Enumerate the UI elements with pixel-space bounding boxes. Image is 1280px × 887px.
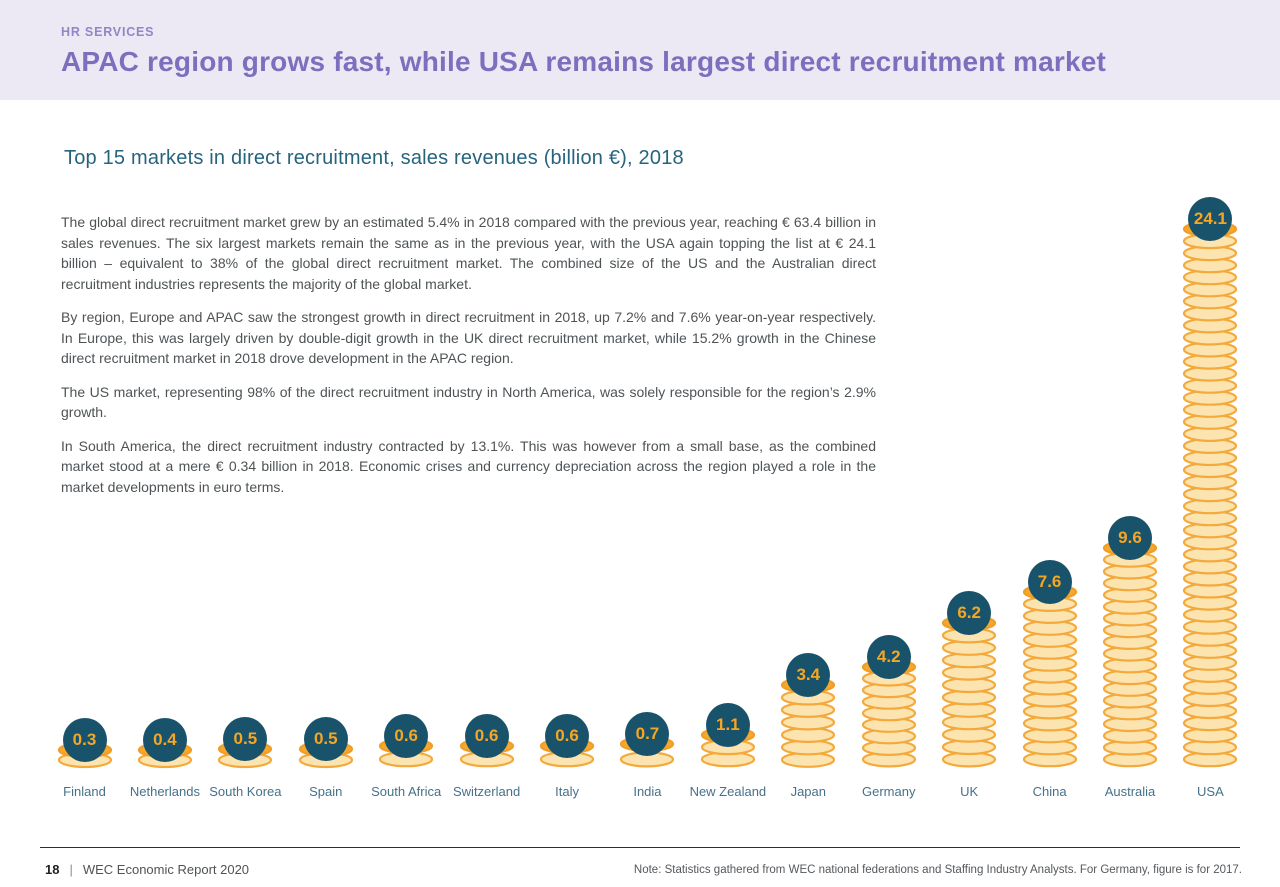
chart-column-australia: 9.6 Australia — [1090, 516, 1169, 799]
chart-column-finland: 0.3 Finland — [45, 718, 124, 799]
chart-column-spain: 0.5 Spain — [286, 717, 365, 799]
country-label: South Africa — [371, 784, 442, 799]
coin-chart: 0.3 Finland 0.4 Netherlands 0.5 South Korea 0.… — [45, 197, 1250, 799]
chart-column-south-korea: 0.5 South Korea — [206, 717, 285, 799]
value-badge: 4.2 — [866, 635, 911, 679]
country-label: Australia — [1104, 784, 1156, 799]
value-badge: 0.4 — [142, 718, 187, 762]
footer-left: 18 | WEC Economic Report 2020 — [45, 862, 249, 877]
value-badge: 0.3 — [62, 718, 107, 762]
coin-stack — [1102, 539, 1158, 768]
country-label: South Korea — [209, 784, 282, 799]
paragraph-3: The US market, representing 98% of the d… — [61, 383, 876, 421]
page-number: 18 — [45, 862, 60, 877]
body-copy: The global direct recruitment market gre… — [61, 212, 876, 510]
footer-divider — [40, 847, 1240, 848]
country-label: Finland — [63, 784, 106, 799]
footer-separator: | — [69, 862, 73, 877]
value-badge: 9.6 — [1107, 516, 1152, 560]
value-badge: 0.6 — [464, 714, 509, 758]
value-badge: 0.6 — [384, 714, 429, 758]
value-badge: 0.5 — [303, 717, 348, 761]
coin-stack — [1183, 220, 1238, 768]
country-label: Italy — [555, 784, 579, 799]
chart-column-usa: 24.1 USA — [1171, 197, 1250, 799]
paragraph-1: The global direct recruitment market gre… — [61, 214, 876, 292]
chart-column-south-africa: 0.6 South Africa — [367, 714, 446, 799]
coin-stack — [1022, 583, 1077, 768]
country-label: Japan — [790, 784, 826, 799]
country-label: Netherlands — [129, 784, 200, 799]
paragraph-4: In South America, the direct recruitment… — [61, 437, 876, 495]
value-badge: 1.1 — [705, 703, 750, 747]
section-eyebrow: HR SERVICES — [61, 25, 155, 39]
country-label: Germany — [861, 784, 916, 799]
country-label: New Zealand — [689, 784, 767, 799]
value-badge: 7.6 — [1027, 560, 1072, 604]
chart-column-italy: 0.6 Italy — [528, 714, 607, 799]
country-label: USA — [1197, 784, 1224, 799]
value-badge: 6.2 — [947, 591, 992, 635]
country-label: Spain — [309, 784, 343, 799]
country-label: UK — [960, 784, 979, 799]
value-badge: 3.4 — [786, 653, 831, 697]
chart-column-japan: 3.4 Japan — [769, 653, 848, 799]
chart-column-china: 7.6 China — [1010, 560, 1089, 799]
country-label: India — [633, 784, 662, 799]
chart-column-india: 0.7 India — [608, 712, 687, 799]
value-badge: 0.6 — [545, 714, 590, 758]
paragraph-2: By region, Europe and APAC saw the stron… — [61, 309, 876, 366]
country-label: Switzerland — [453, 784, 521, 799]
value-badge: 24.1 — [1188, 197, 1233, 241]
chart-column-netherlands: 0.4 Netherlands — [125, 718, 204, 799]
chart-column-switzerland: 0.6 Switzerland — [447, 714, 526, 799]
value-badge: 0.5 — [223, 717, 268, 761]
page-title: APAC region grows fast, while USA remain… — [61, 46, 1107, 77]
chart-column-new-zealand: 1.1 New Zealand — [688, 703, 767, 799]
chart-title: Top 15 markets in direct recruitment, sa… — [64, 147, 684, 169]
country-label: China — [1032, 784, 1067, 799]
value-badge: 0.7 — [625, 712, 670, 756]
report-name: WEC Economic Report 2020 — [82, 862, 250, 877]
chart-column-uk: 6.2 UK — [930, 591, 1009, 799]
coin-stack — [942, 614, 997, 768]
page-header: HR SERVICES APAC region grows fast, whil… — [0, 0, 1280, 100]
chart-column-germany: 4.2 Germany — [849, 635, 928, 799]
footer-note: Note: Statistics gathered from WEC natio… — [633, 864, 1242, 876]
